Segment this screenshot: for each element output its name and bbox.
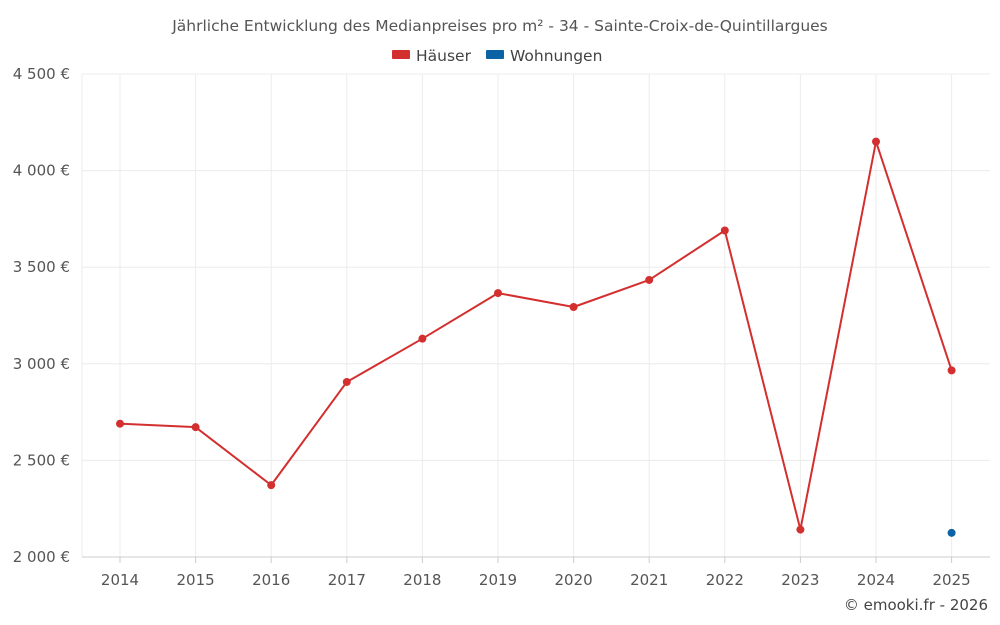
data-point-haeuser[interactable]	[569, 302, 578, 311]
x-tick-label: 2021	[630, 571, 668, 589]
x-tick-label: 2025	[933, 571, 971, 589]
x-tick-label: 2020	[555, 571, 593, 589]
y-tick-label: 4 000 €	[13, 162, 70, 180]
data-point-haeuser[interactable]	[494, 289, 502, 298]
series-line-haeuser	[119, 140, 953, 531]
y-tick-label: 4 500 €	[13, 65, 70, 83]
axes: 2 000 € 2 500 € 3 000 € 3 500 € 4 000 € 4 500…	[13, 65, 990, 589]
x-tick-label: 2018	[403, 571, 441, 589]
legend-swatch-haeuser	[392, 50, 410, 59]
data-point-haeuser[interactable]	[191, 423, 200, 432]
data-point-haeuser[interactable]	[796, 525, 805, 534]
data-point-haeuser[interactable]	[720, 226, 729, 235]
data-point-haeuser[interactable]	[342, 377, 351, 386]
data-point-haeuser[interactable]	[872, 137, 880, 146]
x-tick-label: 2014	[101, 571, 139, 589]
data-point-haeuser[interactable]	[645, 275, 654, 284]
y-tick-label: 3 500 €	[13, 258, 70, 276]
data-point-haeuser[interactable]	[418, 334, 427, 343]
legend-label-wohnungen: Wohnungen	[510, 47, 602, 65]
data-point-haeuser[interactable]	[947, 366, 956, 375]
data-point-haeuser[interactable]	[116, 419, 124, 428]
y-tick-label: 2 000 €	[13, 548, 70, 566]
chart-title: Jährliche Entwicklung des Medianpreises …	[171, 17, 828, 35]
y-tick-label: 3 000 €	[13, 355, 70, 373]
data-point-haeuser[interactable]	[267, 481, 276, 490]
legend-swatch-wohnungen	[486, 50, 504, 59]
y-tick-label: 2 500 €	[13, 451, 70, 469]
legend: Häuser Wohnungen	[392, 47, 602, 65]
data-point-wohnungen[interactable]	[947, 528, 956, 537]
x-tick-label: 2024	[857, 571, 895, 589]
grid	[82, 73, 990, 557]
copyright-text: © emooki.fr - 2026	[844, 596, 988, 614]
x-tick-label: 2015	[177, 571, 215, 589]
x-tick-label: 2023	[781, 571, 819, 589]
legend-label-haeuser: Häuser	[416, 47, 472, 65]
series	[116, 137, 956, 537]
legend-item-wohnungen[interactable]: Wohnungen	[486, 47, 602, 65]
x-tick-label: 2019	[479, 571, 517, 589]
x-tick-label: 2017	[328, 571, 366, 589]
x-tick-label: 2022	[706, 571, 744, 589]
legend-item-haeuser[interactable]: Häuser	[392, 47, 472, 65]
x-tick-label: 2016	[252, 571, 290, 589]
